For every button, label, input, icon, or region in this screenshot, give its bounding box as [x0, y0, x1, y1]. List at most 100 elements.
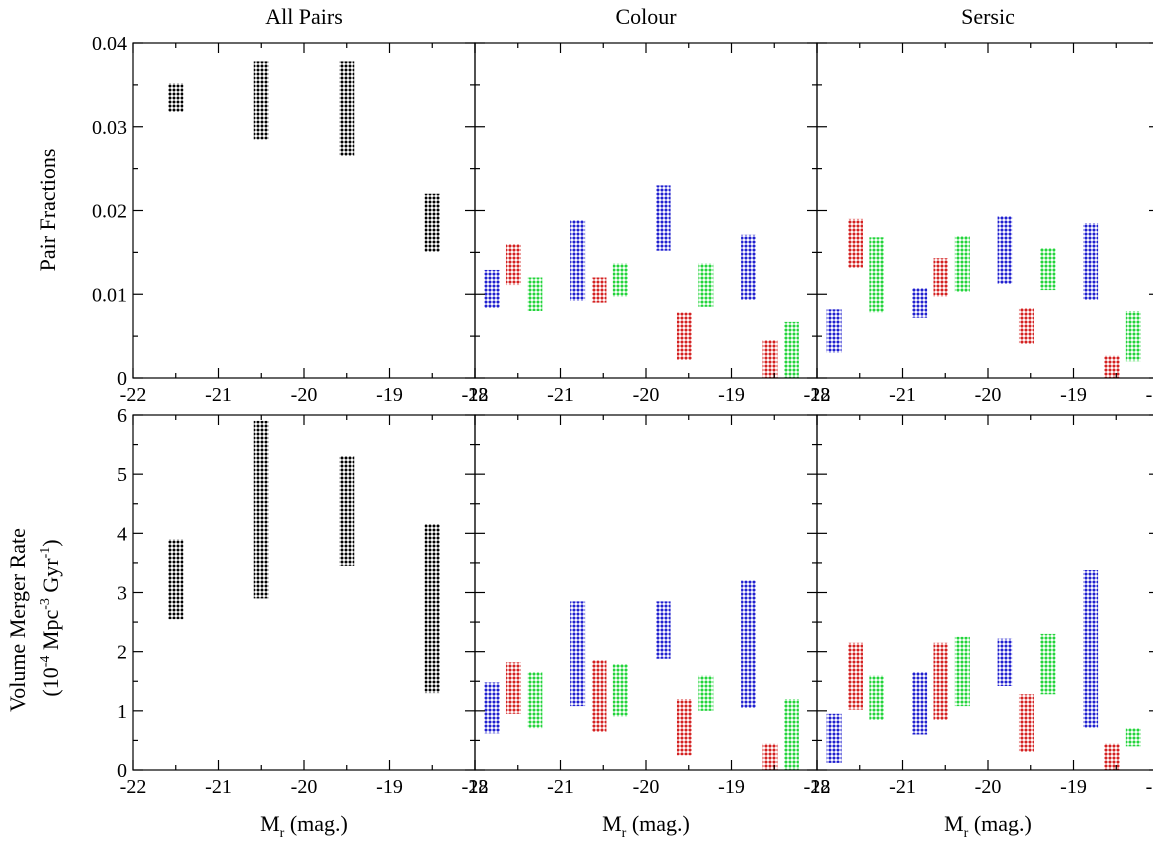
data-box-green-0	[869, 675, 884, 719]
data-box-blue-1	[912, 288, 927, 317]
x-tick-label: -21	[205, 776, 232, 798]
y-tick-label: 1	[117, 701, 127, 723]
data-box-red-2	[1019, 694, 1034, 752]
x-tick-label: -22	[120, 384, 147, 406]
data-box-blue-1	[570, 601, 585, 706]
data-box-green-2	[698, 675, 713, 711]
x-tick-label: -19	[1060, 384, 1087, 406]
x-tick-label: -21	[889, 776, 916, 798]
y-tick-label: 4	[117, 523, 127, 545]
data-box-red-2	[1019, 308, 1034, 344]
data-box-all-1	[254, 61, 269, 139]
column-title-all-pairs: All Pairs	[265, 4, 343, 29]
data-box-blue-2	[656, 185, 671, 250]
data-box-red-3	[762, 743, 777, 770]
data-box-red-3	[1104, 743, 1119, 770]
x-tick-label: -22	[804, 776, 831, 798]
data-box-blue-3	[741, 235, 756, 300]
data-box-blue-0	[827, 309, 842, 353]
data-box-red-0	[506, 244, 521, 285]
data-box-green-3	[784, 322, 799, 378]
column-title-sersic: Sersic	[961, 4, 1015, 29]
x-tick-label: -20	[291, 776, 318, 798]
data-box-red-3	[762, 340, 777, 378]
x-tick-label: -21	[889, 384, 916, 406]
data-box-all-3	[425, 194, 440, 253]
panel-top-colour: -22 -21 -20 -19 -18	[462, 43, 831, 406]
y-axis-title-bottom: Volume Merger Rate	[5, 528, 30, 712]
data-box-red-0	[848, 219, 863, 268]
x-tick-label: -22	[462, 384, 489, 406]
panel-bottom-all-pairs: 0 1 2 3 4 5 6 -22 -21 -20 -19 -18	[117, 405, 488, 798]
x-tick-label: -20	[291, 384, 318, 406]
data-box-blue-1	[570, 221, 585, 301]
data-box-all-2	[339, 456, 354, 565]
panel-frame	[133, 43, 475, 378]
data-box-all-3	[425, 524, 440, 693]
data-box-green-1	[955, 236, 970, 292]
data-box-red-3	[1104, 355, 1119, 378]
y-tick-label: 0.03	[92, 117, 127, 139]
panels-group: 00.010.020.030.04-22 -21 -20 -19 -18-22 -21 -2…	[92, 33, 1153, 798]
data-box-all-2	[339, 61, 354, 156]
x-tick-label: -21	[547, 384, 574, 406]
x-tick-label: -18	[1146, 776, 1153, 798]
x-tick-label: -19	[376, 384, 403, 406]
data-box-all-0	[168, 83, 183, 111]
panel-top-all-pairs: 0 0.01 0.02 0.03 0.04 -22 -21 -20 -19 -18	[92, 33, 488, 406]
x-tick-label: -22	[120, 776, 147, 798]
data-box-green-1	[613, 263, 628, 297]
data-box-green-2	[1040, 248, 1055, 290]
panel-frame	[817, 43, 1153, 378]
data-box-green-2	[1040, 634, 1055, 694]
data-box-red-2	[677, 699, 692, 755]
panel-bottom-sersic: -22 -21 -20 -19 -18	[804, 415, 1153, 798]
data-box-blue-3	[741, 581, 756, 708]
x-axis-title-all-pairs: Mr (mag.)	[260, 811, 348, 841]
data-box-red-1	[591, 661, 606, 732]
data-box-red-0	[848, 643, 863, 710]
data-box-green-3	[1126, 729, 1141, 747]
y-tick-label: 5	[117, 464, 127, 486]
data-box-blue-3	[1083, 570, 1098, 727]
data-box-blue-0	[485, 682, 500, 733]
data-box-red-1	[933, 258, 948, 297]
data-box-all-0	[168, 539, 183, 619]
data-box-blue-2	[998, 639, 1013, 686]
x-tick-label: -20	[633, 776, 660, 798]
y-tick-label: 2	[117, 642, 127, 664]
x-tick-label: -20	[975, 384, 1002, 406]
y-tick-label: 3	[117, 583, 127, 605]
panel-bottom-colour: -22 -21 -20 -19 -18	[462, 415, 831, 798]
data-box-all-1	[254, 421, 269, 598]
data-box-red-1	[933, 643, 948, 720]
data-box-green-2	[698, 263, 713, 307]
data-box-green-0	[869, 237, 884, 312]
y-tick-label: 6	[117, 405, 127, 427]
data-box-green-3	[1126, 311, 1141, 361]
y-tick-label: 0.02	[92, 201, 127, 223]
x-axis-title-sersic: Mr (mag.)	[944, 811, 1032, 841]
y-axis-title-top: Pair Fractions	[35, 149, 60, 272]
panel-frame	[133, 415, 475, 770]
panel-frame	[817, 415, 1153, 770]
y-axis-title-bottom-units: (10-4 Mpc-3 Gyr-1)	[38, 539, 63, 696]
x-tick-label: -20	[975, 776, 1002, 798]
data-box-green-1	[955, 637, 970, 706]
x-tick-label: -19	[718, 776, 745, 798]
data-box-green-1	[613, 664, 628, 717]
x-tick-label: -18	[1146, 384, 1153, 406]
x-tick-label: -22	[462, 776, 489, 798]
data-box-red-1	[591, 278, 606, 303]
data-box-blue-0	[485, 270, 500, 309]
data-box-green-0	[527, 672, 542, 728]
panel-top-sersic: -22 -21 -20 -19 -18	[804, 43, 1153, 406]
data-box-blue-0	[827, 714, 842, 763]
column-title-colour: Colour	[615, 4, 677, 29]
y-tick-label: 0.01	[92, 284, 127, 306]
x-tick-label: -19	[718, 384, 745, 406]
data-box-blue-2	[656, 601, 671, 658]
data-box-green-3	[784, 699, 799, 770]
x-tick-label: -22	[804, 384, 831, 406]
